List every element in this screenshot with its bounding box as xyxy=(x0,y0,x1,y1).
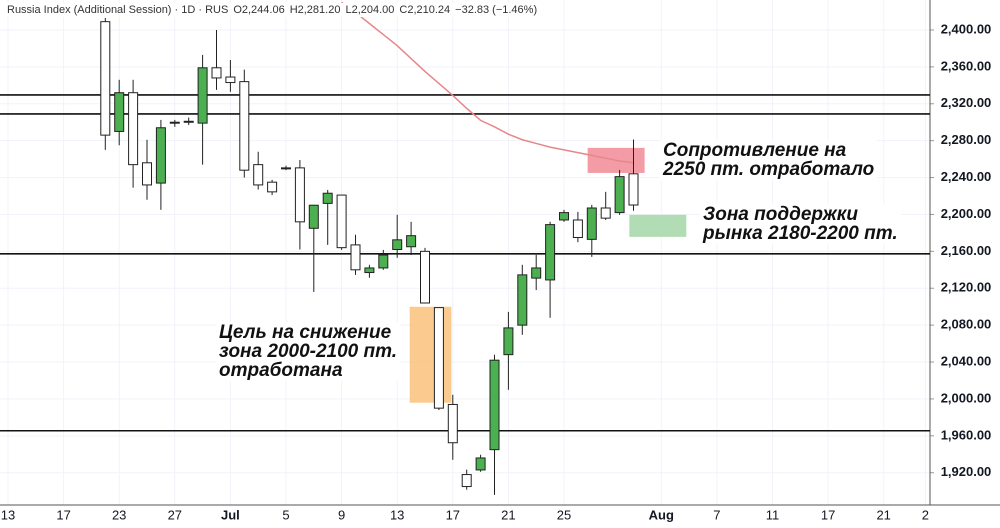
x-tick-label: 21 xyxy=(501,507,515,522)
y-tick-label: 2,400.00 xyxy=(941,21,992,36)
candle-body xyxy=(253,164,264,186)
candle-body xyxy=(531,267,542,279)
candle-body xyxy=(336,194,347,249)
annotation: Сопротивление на 2250 пт. отработало xyxy=(660,140,878,180)
y-tick-label: 1,960.00 xyxy=(941,427,992,442)
candle-body xyxy=(392,239,403,251)
y-tick-label: 2,360.00 xyxy=(941,58,992,73)
candle-body xyxy=(267,181,278,193)
candle-body xyxy=(420,250,430,304)
annotation-line: рынка 2180-2200 пт. xyxy=(703,223,898,244)
x-tick-label: 21 xyxy=(876,507,890,522)
x-tick-label: 5 xyxy=(282,507,289,522)
candle-body xyxy=(614,176,625,214)
candle-body xyxy=(447,403,458,444)
x-tick-label: 17 xyxy=(821,507,835,522)
candle-body xyxy=(155,127,166,184)
header-value: −32.83 (−1.46%) xyxy=(455,4,538,16)
zone xyxy=(409,306,452,403)
y-tick-label: 2,200.00 xyxy=(941,206,992,221)
candle-body xyxy=(100,21,111,136)
y-tick-label: 2,120.00 xyxy=(941,280,992,295)
x-tick-label: 13 xyxy=(1,507,15,522)
annotation-line: отработана xyxy=(219,360,343,381)
candle-body xyxy=(142,162,152,186)
annotation: Цель на снижение зона 2000-2100 пт. отрабо… xyxy=(216,322,401,381)
candle-body xyxy=(364,267,375,274)
candle-body xyxy=(433,307,444,409)
annotation-line: Зона поддержки xyxy=(703,204,858,225)
x-tick-label: Jul xyxy=(221,507,240,522)
y-tick-label: 1,920.00 xyxy=(941,464,992,479)
zone xyxy=(629,214,687,237)
annotation-line: зона 2000-2100 пт. xyxy=(219,341,398,362)
candle-body xyxy=(183,120,194,123)
candle-body xyxy=(350,244,361,271)
candle-body xyxy=(517,274,528,326)
candle-body xyxy=(461,474,472,488)
candle-body xyxy=(586,207,597,240)
header-value: O2,244.06 xyxy=(233,4,285,16)
y-tick-label: 2,160.00 xyxy=(941,243,992,258)
header-value: L2,204.00 xyxy=(345,4,395,16)
candle-body xyxy=(475,457,486,471)
x-tick-label: 2 xyxy=(922,507,929,522)
candle-body xyxy=(628,173,639,206)
header-title: Russia Index (Additional Session) · 1D ·… xyxy=(7,4,229,16)
x-tick-label: 17 xyxy=(56,507,70,522)
header-value: H2,281.20 xyxy=(289,4,341,16)
candle-body xyxy=(128,92,139,166)
y-tick-label: 2,240.00 xyxy=(941,169,992,184)
header: Russia Index (Additional Session) · 1D ·… xyxy=(4,3,546,17)
annotation-line: 2250 пт. отработало xyxy=(663,159,875,180)
y-tick-label: 2,000.00 xyxy=(941,390,992,405)
y-tick-label: 2,280.00 xyxy=(941,132,992,147)
candle-body xyxy=(489,359,500,451)
candle-body xyxy=(503,327,514,356)
annotation-line: Сопротивление на xyxy=(663,140,847,161)
candle-body xyxy=(211,67,222,79)
candle-body xyxy=(545,224,556,281)
candle-body xyxy=(378,254,389,269)
x-tick-label: 27 xyxy=(168,507,182,522)
annotation: Зона поддержки рынка 2180-2200 пт. xyxy=(700,204,901,244)
x-tick-label: 25 xyxy=(557,507,571,522)
annotation-line: Цель на снижение xyxy=(219,322,392,343)
y-tick-label: 2,040.00 xyxy=(941,353,992,368)
candle-body xyxy=(572,219,583,239)
candle-body xyxy=(294,167,305,223)
moving-average xyxy=(341,1,634,164)
candle-body xyxy=(197,67,208,124)
candle-body xyxy=(559,212,569,221)
candle-body xyxy=(114,92,125,132)
y-tick-label: 2,320.00 xyxy=(941,95,992,110)
x-tick-label: 17 xyxy=(446,507,460,522)
x-tick-label: 7 xyxy=(713,507,720,522)
x-tick-label: 23 xyxy=(112,507,126,522)
candle-body xyxy=(600,207,611,219)
candle-body xyxy=(169,121,180,124)
header-value: C2,210.24 xyxy=(399,4,451,16)
x-tick-label: 11 xyxy=(766,507,780,522)
x-tick-label: Aug xyxy=(649,507,674,522)
candle-body xyxy=(281,167,291,170)
candle-body xyxy=(322,192,333,204)
candle-body xyxy=(225,76,236,84)
candle-body xyxy=(406,235,417,248)
x-tick-label: 9 xyxy=(338,507,345,522)
x-tick-label: 13 xyxy=(390,507,404,522)
candle-body xyxy=(308,204,319,229)
y-tick-label: 2,080.00 xyxy=(941,317,992,332)
candle-body xyxy=(239,81,250,171)
